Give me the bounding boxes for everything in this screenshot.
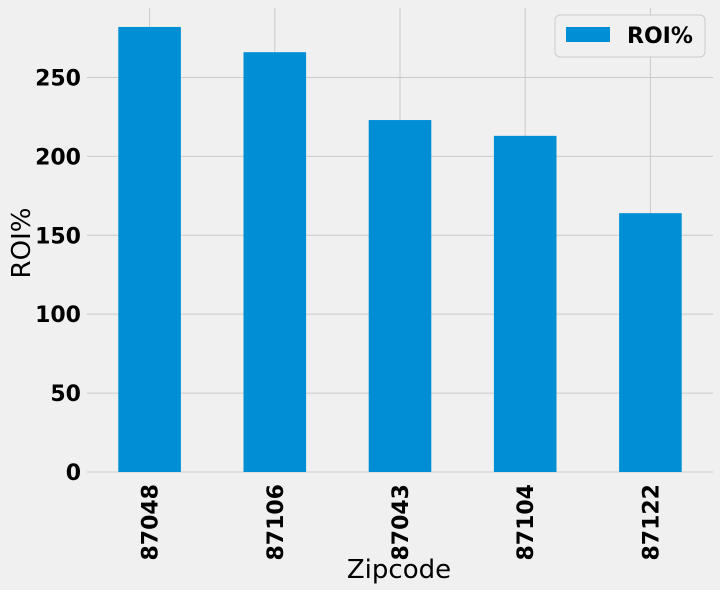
x-tick-label: 87122	[639, 484, 664, 561]
legend-swatch	[566, 27, 610, 42]
x-tick-label: 87048	[139, 484, 164, 561]
y-tick-label: 250	[35, 66, 81, 91]
y-tick-label: 100	[35, 303, 81, 328]
bars	[118, 26, 682, 473]
bar-87122	[619, 213, 682, 472]
y-axis-ticks: 0 50 100 150 200 250	[35, 66, 81, 486]
legend: ROI%	[554, 14, 706, 58]
y-tick-label: 0	[66, 461, 81, 486]
y-tick-label: 150	[35, 224, 81, 249]
x-axis-ticks: 87048 87106 87043 87104 87122	[139, 484, 665, 561]
bar-87106	[243, 52, 307, 472]
x-axis-label: Zipcode	[347, 555, 451, 585]
y-axis-label: ROI%	[7, 208, 37, 279]
y-tick-label: 200	[35, 145, 81, 170]
legend-label: ROI%	[627, 24, 693, 49]
x-tick-label: 87106	[264, 484, 289, 561]
bar-87104	[493, 135, 557, 472]
x-tick-label: 87043	[389, 484, 414, 561]
bar-87043	[368, 120, 432, 473]
legend-box	[554, 14, 706, 58]
bar-87048	[118, 26, 181, 472]
y-tick-label: 50	[50, 382, 81, 407]
x-tick-label: 87104	[514, 484, 539, 561]
